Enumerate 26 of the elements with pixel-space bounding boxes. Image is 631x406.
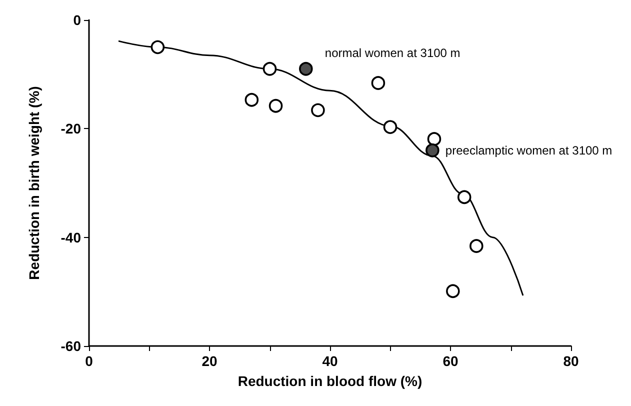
y-tick-label: 0 <box>73 12 82 28</box>
point <box>427 132 442 146</box>
x-tick-label: 20 <box>202 353 218 369</box>
x-tick-label: 0 <box>85 353 94 369</box>
point <box>311 103 325 118</box>
annotation: preeclamptic women at 3100 m <box>445 143 612 158</box>
point <box>244 92 259 107</box>
point <box>299 62 313 76</box>
annotation: normal women at 3100 m <box>324 46 460 60</box>
x-tick-label: 60 <box>442 353 458 369</box>
x-tick-label: 40 <box>322 353 338 369</box>
point <box>383 120 398 134</box>
x-tick-label: 80 <box>563 353 579 369</box>
point <box>446 284 460 298</box>
y-tick-label: -60 <box>60 338 82 354</box>
point <box>150 40 165 54</box>
point <box>470 239 484 253</box>
y-axis-title: Reduction in birth weight (%) <box>26 86 42 280</box>
y-tick-label: -20 <box>60 120 82 137</box>
point <box>457 190 472 204</box>
point <box>371 76 386 90</box>
point <box>426 144 440 158</box>
x-axis-title: Reduction in blood flow (%) <box>238 373 422 389</box>
point <box>268 98 283 113</box>
point <box>262 62 277 76</box>
y-tick-label: -40 <box>60 229 82 246</box>
